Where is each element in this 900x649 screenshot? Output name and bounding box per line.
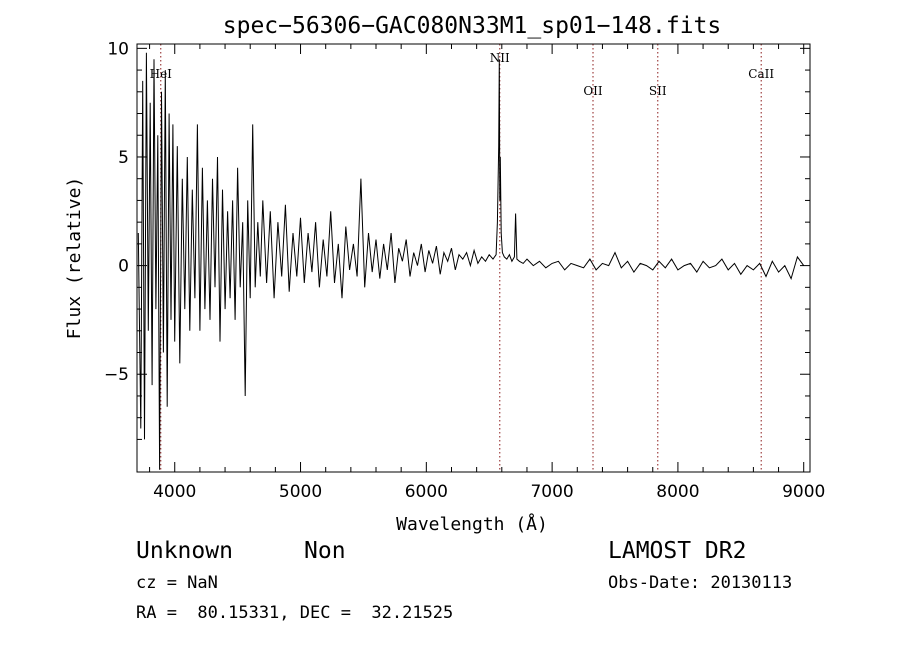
- y-axis-label: Flux (relative): [64, 177, 85, 340]
- line-label-caii: CaII: [748, 67, 774, 81]
- x-tick-label: 5000: [279, 482, 322, 502]
- line-label-hei: HeI: [150, 67, 173, 81]
- y-tick-label: 10: [107, 39, 129, 59]
- y-tick-label: −5: [104, 365, 129, 385]
- x-tick-label: 4000: [153, 482, 196, 502]
- x-tick-label: 9000: [782, 482, 825, 502]
- spectrum-line: [137, 52, 805, 470]
- plot-area: 4000 5000 6000 7000 8000 9000 −5 0 5 10 HeI NII OII S…: [104, 39, 825, 502]
- obs-date: Obs-Date: 20130113: [608, 573, 793, 593]
- x-axis-label: Wavelength (Å): [396, 513, 548, 535]
- x-tick-label: 7000: [530, 482, 573, 502]
- x-tick-label: 8000: [656, 482, 699, 502]
- line-label-nii: NII: [490, 51, 510, 65]
- y-tick-label: 0: [118, 257, 129, 277]
- chart-title: spec−56306−GAC080N33M1_sp01−148.fits: [223, 13, 722, 39]
- plot-frame: [136, 43, 811, 473]
- survey-name: LAMOST DR2: [608, 538, 747, 564]
- redshift-value: cz = NaN: [136, 573, 218, 593]
- x-tick-label: 6000: [405, 482, 448, 502]
- line-label-sii: SII: [649, 84, 667, 98]
- object-class: Unknown: [136, 538, 233, 564]
- object-subclass: Non: [304, 538, 346, 564]
- line-label-oii: OII: [583, 84, 603, 98]
- coordinates: RA = 80.15331, DEC = 32.21525: [136, 603, 454, 623]
- y-tick-label: 5: [118, 148, 129, 168]
